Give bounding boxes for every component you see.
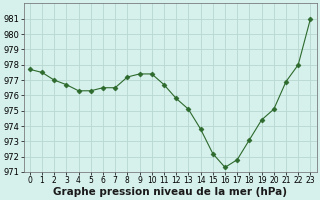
X-axis label: Graphe pression niveau de la mer (hPa): Graphe pression niveau de la mer (hPa) <box>53 187 287 197</box>
